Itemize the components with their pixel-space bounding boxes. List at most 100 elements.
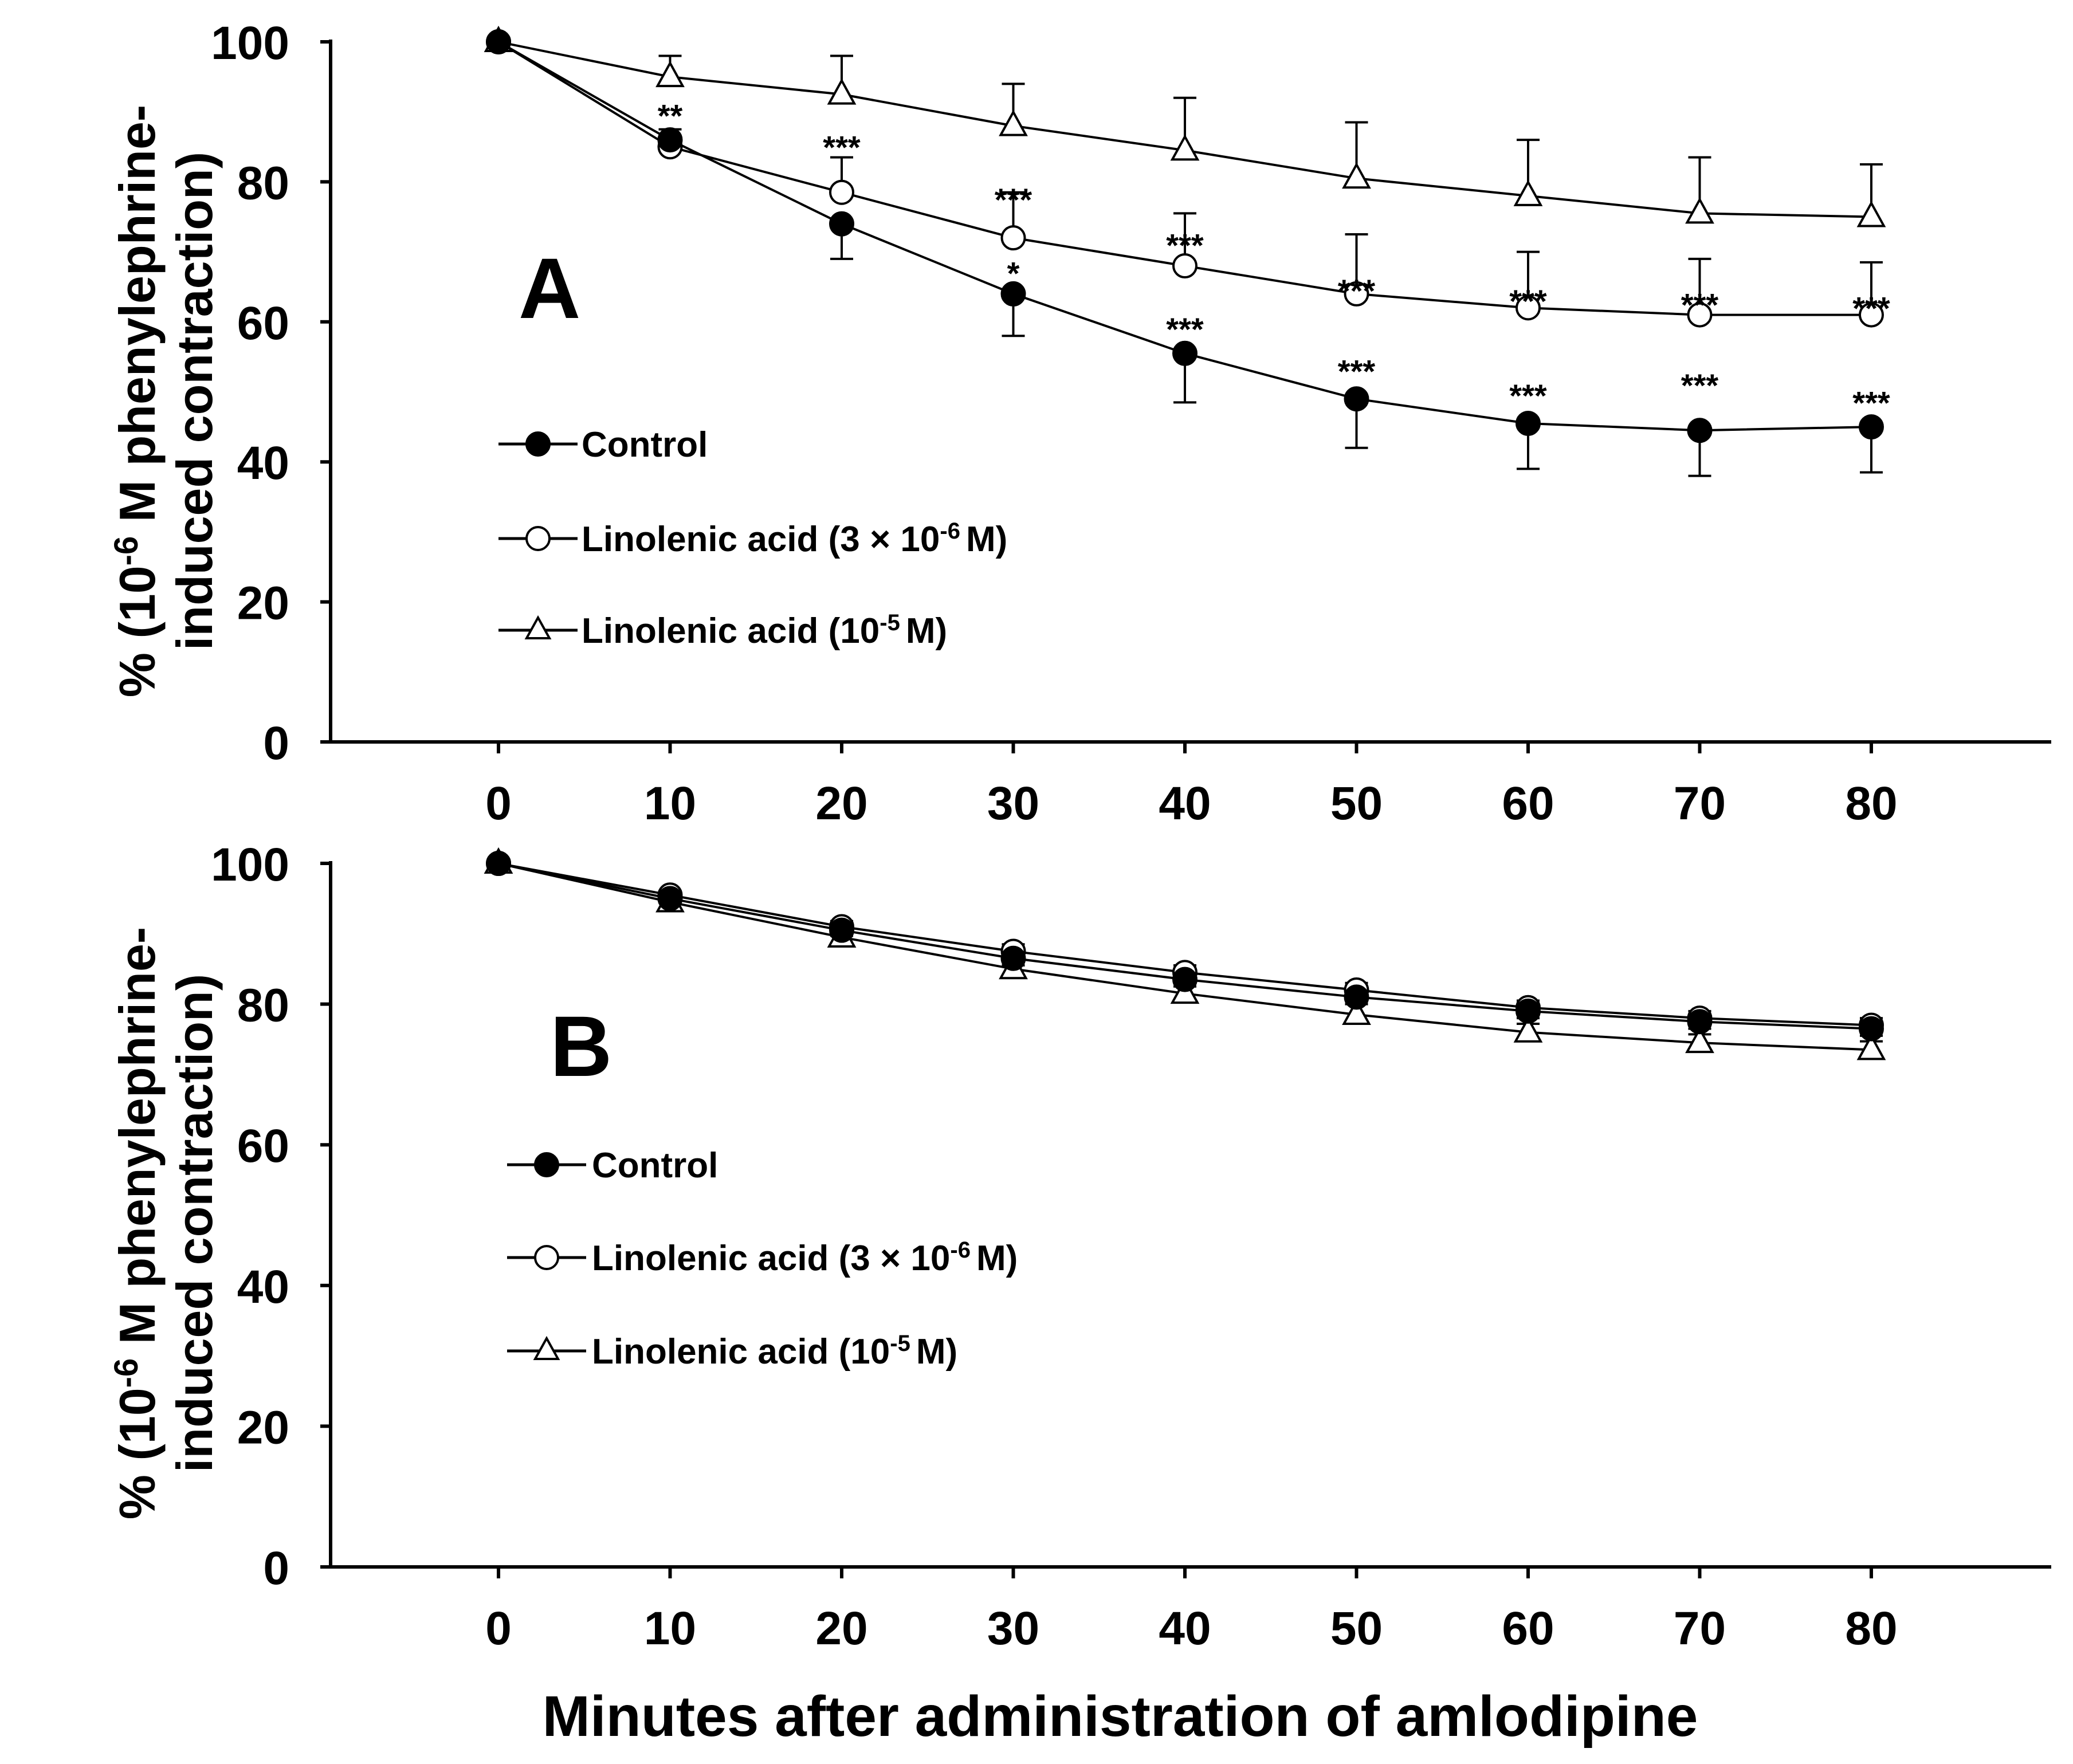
data-point-linolenic-10 [1342,162,1371,189]
panel-a: A % (10-6 M phenylephrine- induced contr… [108,17,2051,830]
data-point-linolenic-3 [1344,281,1369,307]
y-tick-label: 40 [237,437,289,489]
x-tick-label: 20 [815,1602,867,1655]
significance-label: *** [1681,286,1719,323]
legend-exp: -5 [880,610,900,635]
x-tick-label: 70 [1674,1602,1726,1655]
x-tick-label: 30 [987,1602,1039,1655]
data-point-control [1859,1016,1884,1042]
data-point-linolenic-10 [1856,201,1886,227]
legend-label-linolenic-3: Linolenic acid (3 × 10-6 M) [592,1237,1018,1278]
data-point-control [1516,410,1541,436]
legend-label-linolenic-10: Linolenic acid (10-5 M) [582,610,947,651]
y-tick-label: 100 [211,17,289,69]
data-point-control [1172,967,1198,992]
data-point-linolenic-10 [999,109,1028,136]
legend-label-control: Control [582,425,708,465]
significance-label: *** [1509,283,1547,319]
legend-item-linolenic-3: Linolenic acid (3 × 10-6 M) [507,1237,1018,1278]
data-point-control [1687,418,1713,443]
x-axis-title: Minutes after administration of amlodipi… [543,1684,1698,1749]
y-axis-title: % (10-6 M phenylephrine- induced contrac… [108,927,223,1519]
data-point-control [1516,998,1541,1024]
filled-circle-marker-icon [534,1152,559,1177]
data-point-control [1687,1009,1713,1035]
panel-label: A [519,240,580,336]
data-point-control [829,211,854,237]
data-point-linolenic-3 [1172,253,1198,279]
data-point-linolenic-10 [655,60,685,88]
legend-unit: M) [976,1239,1018,1278]
y-tick-label: 0 [263,717,289,769]
data-point-linolenic-10 [1856,1034,1886,1060]
x-tick-label: 20 [815,777,867,830]
y-axis-title-line2: induced contraction) [166,152,223,650]
significance-label: *** [1166,227,1204,263]
significance-label: *** [1338,353,1376,389]
significance-label: *** [1338,273,1376,309]
legend-item-linolenic-10: Linolenic acid (10-5 M) [498,610,947,651]
data-point-control [1000,945,1026,971]
significance-label: ** [658,97,683,133]
legend-exp: -6 [950,1237,971,1263]
ylabel-post: M phenylephrine- [109,927,166,1358]
series-line [498,862,1872,1051]
x-tick-label: 70 [1674,777,1726,830]
legend-text: Linolenic acid (3 × 10 [582,520,940,559]
data-point-linolenic-10 [1170,134,1200,161]
legend-item-linolenic-3: Linolenic acid (3 × 10-6 M) [498,518,1007,559]
y-tick-label: 0 [263,1542,289,1594]
legend-item-control: Control [498,425,708,465]
data-point-linolenic-10 [1513,179,1543,206]
data-point-linolenic-10 [1685,197,1714,224]
ylabel-pre: % (10 [109,565,166,697]
x-tick-label: 80 [1845,777,1897,830]
data-point-control [657,886,683,912]
significance-label: * [1007,255,1020,291]
y-axis-title-line1: % (10-6 M phenylephrine- [108,927,166,1519]
legend: Control Linolenic acid (3 × 10-6 M) Linol… [507,1146,1018,1372]
legend-unit: M) [916,1332,957,1372]
x-tick-label: 50 [1330,1602,1383,1655]
legend-item-control: Control [507,1146,718,1185]
legend-exp: -6 [940,518,960,544]
data-point-linolenic-10 [827,78,857,105]
y-tick-label: 60 [237,1120,289,1172]
legend-text: Linolenic acid (10 [592,1332,890,1372]
legend-exp: -5 [890,1331,910,1356]
y-tick-label: 80 [237,157,289,209]
significance-label: *** [1166,311,1204,347]
x-tick-label: 10 [644,1602,696,1655]
legend-label-linolenic-10: Linolenic acid (10-5 M) [592,1331,957,1372]
data-point-linolenic-10 [1685,1026,1714,1054]
data-point-control [1344,984,1369,1010]
x-tick-label: 40 [1159,777,1211,830]
ylabel-exp: -6 [108,1358,145,1388]
x-tick-label: 10 [644,777,696,830]
series-line [498,862,1872,1030]
legend-text: Linolenic acid (10 [582,611,880,651]
y-axis-title-line1: % (10-6 M phenylephrine- [108,105,166,697]
significance-label: *** [1852,290,1890,326]
ylabel-post: M phenylephrine- [109,105,166,536]
data-point-control [1344,386,1369,412]
y-axis-title-line2: induced contraction) [166,974,223,1472]
open-triangle-marker-icon [524,615,552,639]
data-point-control [1000,281,1026,307]
legend-text: Linolenic acid (3 × 10 [592,1239,950,1278]
y-axis-title: % (10-6 M phenylephrine- induced contrac… [108,105,223,697]
x-tick-label: 60 [1502,1602,1554,1655]
data-point-linolenic-3 [1687,302,1713,328]
legend-item-linolenic-10: Linolenic acid (10-5 M) [507,1331,957,1372]
data-point-linolenic-3 [1000,225,1026,251]
x-tick-label: 60 [1502,777,1554,830]
significance-label: *** [1681,367,1719,403]
open-triangle-marker-icon [533,1335,560,1360]
data-point-control [1859,414,1884,440]
y-tick-label: 80 [237,980,289,1032]
significance-label: *** [995,182,1032,218]
y-tick-label: 40 [237,1261,289,1313]
x-tick-label: 30 [987,777,1039,830]
y-tick-label: 60 [237,297,289,349]
data-point-linolenic-3 [1859,302,1884,328]
